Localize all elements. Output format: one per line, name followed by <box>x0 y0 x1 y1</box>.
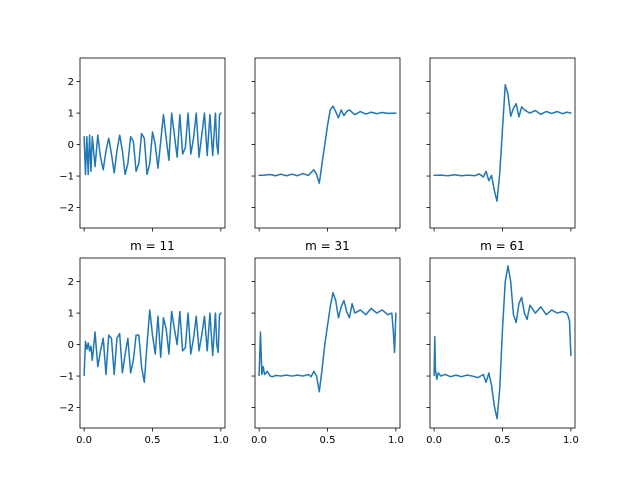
axes-frame <box>79 57 226 229</box>
axes-frame <box>254 57 401 229</box>
y-tick-label: −2 <box>59 203 74 214</box>
x-tick-label: 0.0 <box>251 435 267 446</box>
y-tick-label: −2 <box>59 403 74 414</box>
x-tick-label: 1.0 <box>563 435 579 446</box>
subplot-1-2: 0.0 0.5 1.0 m = 61 <box>426 239 579 446</box>
y-tick-label: −1 <box>59 372 74 383</box>
y-tick-label: 2 <box>68 77 74 88</box>
x-tick-label: 0.5 <box>495 435 511 446</box>
subplot-1-0: −2 −1 0 1 2 0.0 0.5 1.0 m = 11 <box>59 239 229 446</box>
subplot-title: m = 31 <box>305 239 350 253</box>
axes-frame <box>254 257 401 429</box>
y-tick-label: 2 <box>68 277 74 288</box>
x-tick-label: 0.0 <box>76 435 92 446</box>
y-tick-label: 0 <box>68 140 74 151</box>
x-tick-label: 0.0 <box>426 435 442 446</box>
series-line <box>83 112 222 176</box>
x-tick-label: 0.5 <box>145 435 161 446</box>
axes-frame <box>429 57 576 229</box>
y-tick-label: 1 <box>68 309 74 320</box>
x-tick-label: 1.0 <box>388 435 404 446</box>
x-tick-label: 1.0 <box>213 435 229 446</box>
subplot-title: m = 11 <box>130 239 175 253</box>
y-tick-label: −1 <box>59 172 74 183</box>
subplot-0-0: −2 −1 0 1 2 <box>59 57 226 232</box>
series-line <box>83 309 222 384</box>
subplot-0-1 <box>251 57 401 232</box>
series-line <box>433 84 572 202</box>
y-tick-label: 1 <box>68 109 74 120</box>
x-tick-label: 0.5 <box>320 435 336 446</box>
series-line <box>258 291 397 393</box>
subplot-title: m = 61 <box>480 239 525 253</box>
series-line <box>258 105 397 185</box>
subplot-1-1: 0.0 0.5 1.0 m = 31 <box>251 239 404 446</box>
series-line <box>433 265 572 420</box>
subplot-0-2 <box>426 57 576 232</box>
y-tick-label: 0 <box>68 340 74 351</box>
